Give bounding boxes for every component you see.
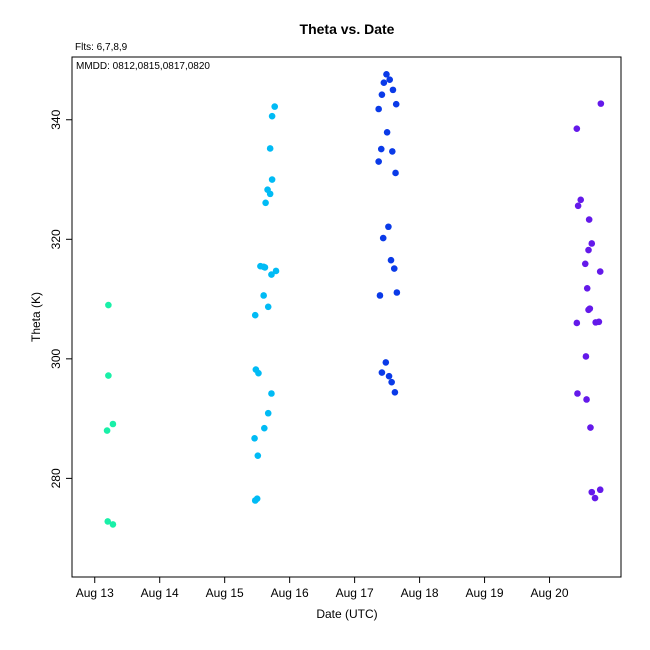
data-point <box>581 260 589 268</box>
data-point <box>266 145 274 152</box>
data-point <box>588 488 596 496</box>
flights-label: Flts: 6,7,8,9 <box>75 42 128 53</box>
data-point <box>375 158 382 165</box>
data-point <box>382 359 390 366</box>
data-point <box>268 390 275 397</box>
data-point <box>389 148 396 155</box>
y-axis: 280 300 320 340 <box>49 109 72 488</box>
data-point <box>268 271 275 278</box>
data-point <box>386 76 394 84</box>
data-point <box>376 292 384 299</box>
data-point <box>574 202 582 210</box>
data-point <box>385 372 393 380</box>
data-point <box>260 292 267 299</box>
data-point <box>266 190 274 198</box>
data-point <box>585 306 592 314</box>
data-point <box>583 396 590 403</box>
x-tick-label: Aug 15 <box>206 586 244 600</box>
x-axis: Aug 13 Aug 14 Aug 15 Aug 16 Aug 17 Aug 18 Aug … <box>76 577 569 600</box>
data-point <box>573 319 581 327</box>
data-point <box>251 497 259 504</box>
x-tick-label: Aug 17 <box>336 586 374 600</box>
data-point <box>596 486 604 494</box>
data-point <box>383 129 391 136</box>
data-point <box>392 169 399 177</box>
x-tick-label: Aug 18 <box>401 586 439 600</box>
data-point <box>103 427 111 434</box>
data-point <box>105 301 112 309</box>
series-3 <box>375 71 401 396</box>
data-point <box>378 369 386 376</box>
data-point <box>264 409 272 417</box>
series-2 <box>251 103 280 504</box>
data-point <box>385 223 392 231</box>
data-point <box>391 389 399 396</box>
data-point <box>379 234 387 242</box>
data-point <box>585 216 593 223</box>
data-point <box>377 145 385 153</box>
data-point <box>109 521 117 528</box>
data-point <box>251 435 258 442</box>
data-point <box>104 518 112 525</box>
plot-area <box>71 56 622 578</box>
data-point <box>272 267 280 275</box>
y-axis-label: Theta (K) <box>29 292 43 342</box>
data-point <box>574 390 581 397</box>
series-1 <box>103 301 117 528</box>
data-point <box>255 369 262 377</box>
data-point <box>583 285 591 292</box>
data-point <box>105 372 112 379</box>
data-point <box>597 100 605 107</box>
x-tick-label: Aug 14 <box>141 586 179 600</box>
x-tick-label: Aug 20 <box>531 586 569 600</box>
data-point <box>585 246 592 254</box>
series-4 <box>573 100 605 502</box>
data-point <box>573 125 581 133</box>
x-tick-label: Aug 19 <box>466 586 504 600</box>
data-point <box>261 424 268 432</box>
data-point <box>389 86 397 94</box>
data-point <box>577 196 585 204</box>
x-tick-label: Aug 16 <box>271 586 309 600</box>
data-point <box>254 452 262 459</box>
data-point <box>393 289 401 296</box>
data-point <box>260 263 267 271</box>
data-point <box>588 240 596 247</box>
data-point <box>595 318 603 326</box>
y-tick-label: 320 <box>49 229 63 249</box>
data-point <box>392 100 400 108</box>
data-point <box>109 420 117 428</box>
data-point <box>262 199 269 207</box>
dates-label: MMDD: 0812,0815,0817,0820 <box>76 61 210 72</box>
y-tick-label: 300 <box>49 349 63 369</box>
data-points <box>103 71 605 528</box>
y-tick-label: 340 <box>49 109 63 129</box>
data-point <box>375 105 382 113</box>
data-point <box>390 265 398 272</box>
data-point <box>380 79 388 87</box>
data-point <box>271 103 279 110</box>
x-tick-label: Aug 13 <box>76 586 114 600</box>
data-point <box>582 353 590 360</box>
data-point <box>387 256 395 264</box>
data-point <box>591 494 599 502</box>
data-point <box>264 303 272 311</box>
data-point <box>251 311 259 319</box>
y-tick-label: 280 <box>49 468 63 488</box>
x-axis-label: Date (UTC) <box>316 607 377 621</box>
data-point <box>383 71 390 78</box>
data-point <box>587 424 594 431</box>
data-point <box>268 112 276 120</box>
data-point <box>596 268 604 275</box>
data-point <box>388 378 395 386</box>
data-point <box>378 91 386 98</box>
data-point <box>268 176 276 183</box>
chart-title: Theta vs. Date <box>300 21 395 37</box>
